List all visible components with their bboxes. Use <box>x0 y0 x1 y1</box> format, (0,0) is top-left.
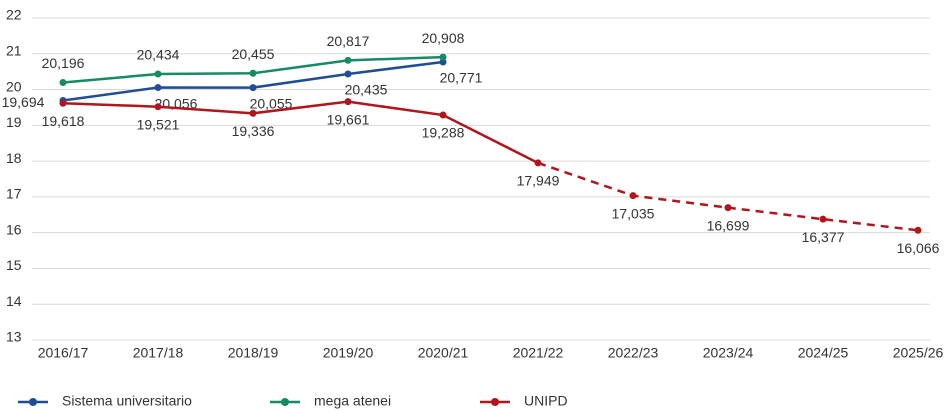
data-label: 17,949 <box>517 173 560 189</box>
data-point <box>249 109 257 117</box>
legend-marker <box>491 398 499 406</box>
y-tick-label: 17 <box>6 186 22 202</box>
data-label: 19,661 <box>327 111 370 127</box>
x-tick-label: 2021/22 <box>513 345 564 361</box>
data-point <box>629 192 637 200</box>
data-label: 19,288 <box>422 125 465 141</box>
data-label: 16,377 <box>802 229 845 245</box>
x-tick-label: 2022/23 <box>608 345 659 361</box>
data-point <box>249 84 257 92</box>
data-label: 20,455 <box>232 46 275 62</box>
x-tick-label: 2019/20 <box>323 345 374 361</box>
data-label: 20,771 <box>440 70 483 86</box>
y-tick-label: 18 <box>6 150 22 166</box>
data-label: 19,618 <box>42 113 85 129</box>
y-tick-label: 19 <box>6 114 22 130</box>
data-point <box>344 70 352 78</box>
x-tick-label: 2020/21 <box>418 345 469 361</box>
data-label: 20,817 <box>327 33 370 49</box>
legend-marker <box>29 398 37 406</box>
data-point <box>154 103 162 111</box>
x-tick-label: 2017/18 <box>133 345 184 361</box>
y-tick-label: 13 <box>6 329 22 345</box>
data-label: 16,066 <box>897 240 940 256</box>
y-tick-label: 22 <box>6 7 22 23</box>
y-tick-label: 20 <box>6 78 22 94</box>
data-label: 20,055 <box>250 95 293 111</box>
data-label: 17,035 <box>612 205 655 221</box>
data-label: 20,434 <box>137 47 180 63</box>
x-tick-label: 2024/25 <box>798 345 849 361</box>
series-line <box>62 100 539 165</box>
y-tick-label: 14 <box>6 293 22 309</box>
data-point <box>914 226 922 234</box>
y-tick-label: 16 <box>6 221 22 237</box>
legend-label: mega atenei <box>314 393 391 409</box>
data-label: 20,908 <box>422 30 465 46</box>
legend-marker <box>281 398 289 406</box>
data-point <box>249 69 257 77</box>
x-tick-label: 2023/24 <box>703 345 754 361</box>
y-tick-label: 15 <box>6 257 22 273</box>
data-label: 19,521 <box>137 116 180 132</box>
data-label: 16,699 <box>707 217 750 233</box>
data-point <box>819 215 827 223</box>
legend-label: UNIPD <box>524 393 568 409</box>
data-label: 19,336 <box>232 123 275 139</box>
data-point <box>724 204 732 212</box>
x-tick-label: 2018/19 <box>228 345 279 361</box>
data-point <box>59 79 67 87</box>
data-point <box>439 58 447 66</box>
data-point <box>344 98 352 106</box>
data-label: 20,196 <box>42 55 85 71</box>
data-point <box>439 111 447 119</box>
x-tick-label: 2025/26 <box>893 345 944 361</box>
data-point <box>439 53 447 61</box>
y-tick-label: 21 <box>6 42 22 58</box>
data-label: 20,435 <box>345 82 388 98</box>
data-label: 19,694 <box>2 94 45 110</box>
data-point <box>154 70 162 78</box>
x-tick-label: 2016/17 <box>38 345 89 361</box>
data-point <box>59 99 67 107</box>
legend-label: Sistema universitario <box>62 393 192 409</box>
data-point <box>534 159 542 167</box>
data-point <box>344 56 352 64</box>
data-point <box>154 84 162 92</box>
